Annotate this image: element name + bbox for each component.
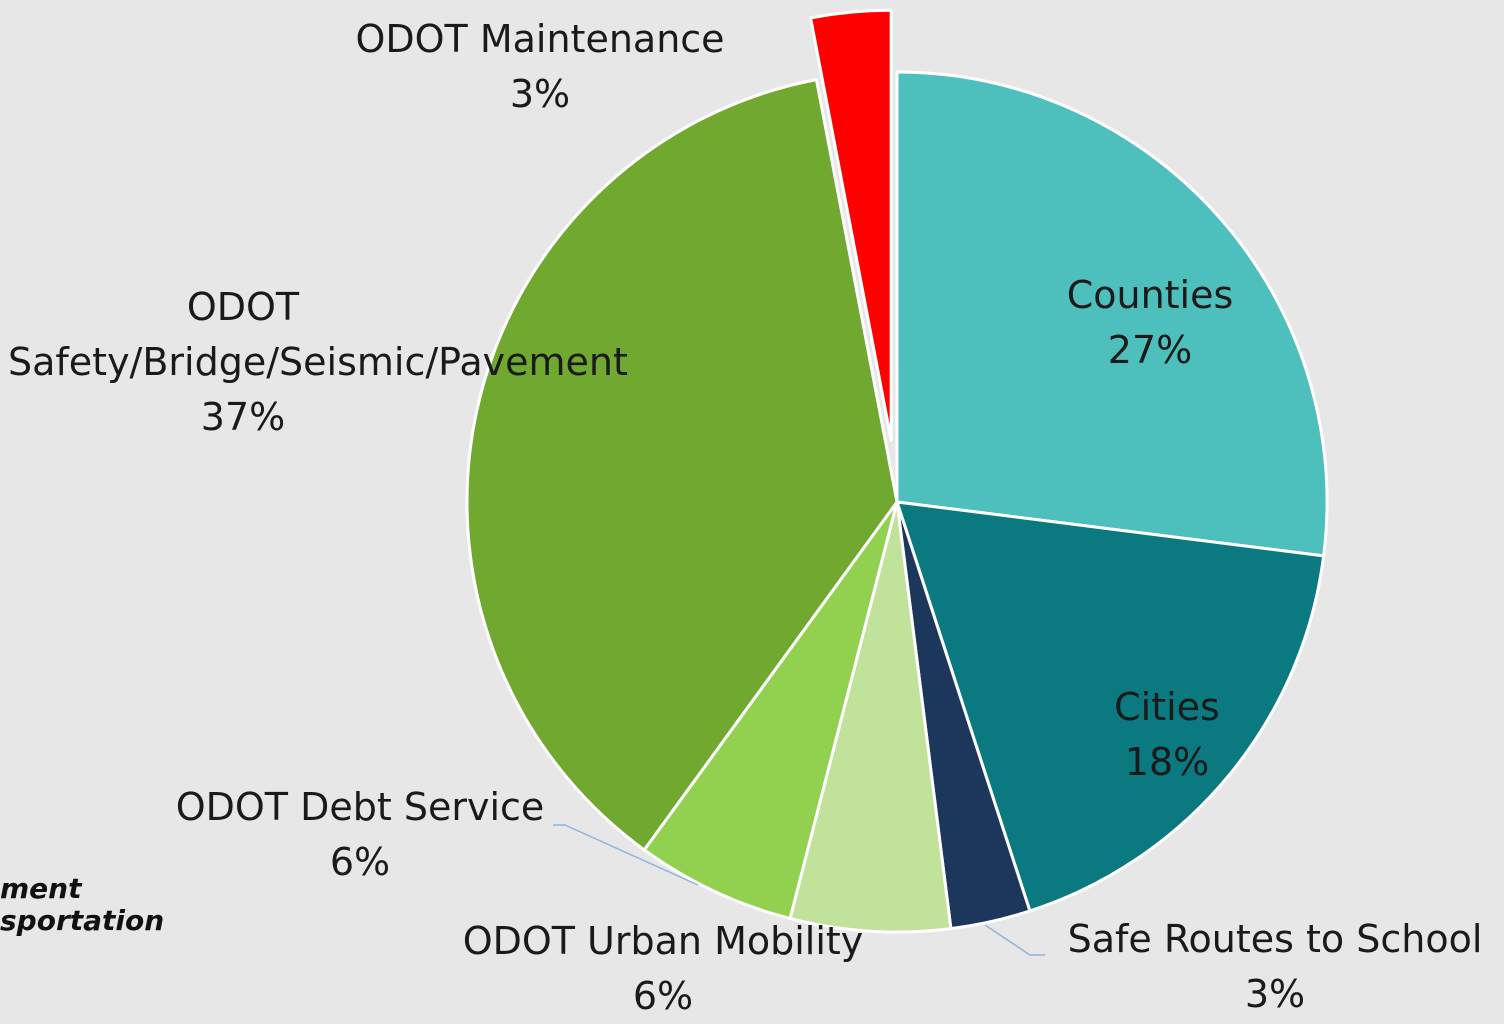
slice-value: 6% (632, 974, 694, 1018)
logo-text: sportation (0, 904, 165, 937)
slice-label: ODOT Safety/Bridge/Seismic/Pavement 37% (8, 280, 628, 445)
slice-name: Counties (1066, 273, 1234, 317)
logo-text: ment (0, 872, 82, 905)
slice-value: 6% (329, 840, 391, 884)
slice-name: Cities (1114, 685, 1220, 729)
slice-name: ODOT Maintenance (355, 17, 725, 61)
pie-slice (809, 8, 893, 442)
pie-slice (895, 500, 1326, 913)
slice-label: ODOT Debt Service 6% (150, 780, 570, 890)
slice-label: ODOT Maintenance 3% (330, 12, 750, 122)
slice-label: Safe Routes to School 3% (1045, 912, 1504, 1022)
slice-name: ODOT Urban Mobility (462, 919, 864, 963)
slice-value: 3% (1244, 972, 1306, 1016)
slice-name: Safe Routes to School (1067, 917, 1483, 961)
slice-value: 18% (1124, 740, 1210, 784)
pie-slice (895, 70, 1329, 558)
slice-value: 37% (200, 395, 286, 439)
pie-slice (788, 500, 953, 934)
leader-line (984, 924, 1045, 956)
slice-value: 3% (509, 72, 571, 116)
slice-name: ODOT Debt Service (175, 785, 545, 829)
slice-name: ODOT Safety/Bridge/Seismic/Pavement (8, 285, 628, 384)
pie-slice (642, 500, 899, 920)
pie-slice (465, 78, 899, 852)
slice-value: 27% (1107, 328, 1193, 372)
slice-label: Cities 18% (1017, 680, 1317, 790)
slice-label: Counties 27% (1000, 268, 1300, 378)
leader-line (553, 824, 699, 886)
slice-label: ODOT Urban Mobility 6% (443, 914, 883, 1024)
